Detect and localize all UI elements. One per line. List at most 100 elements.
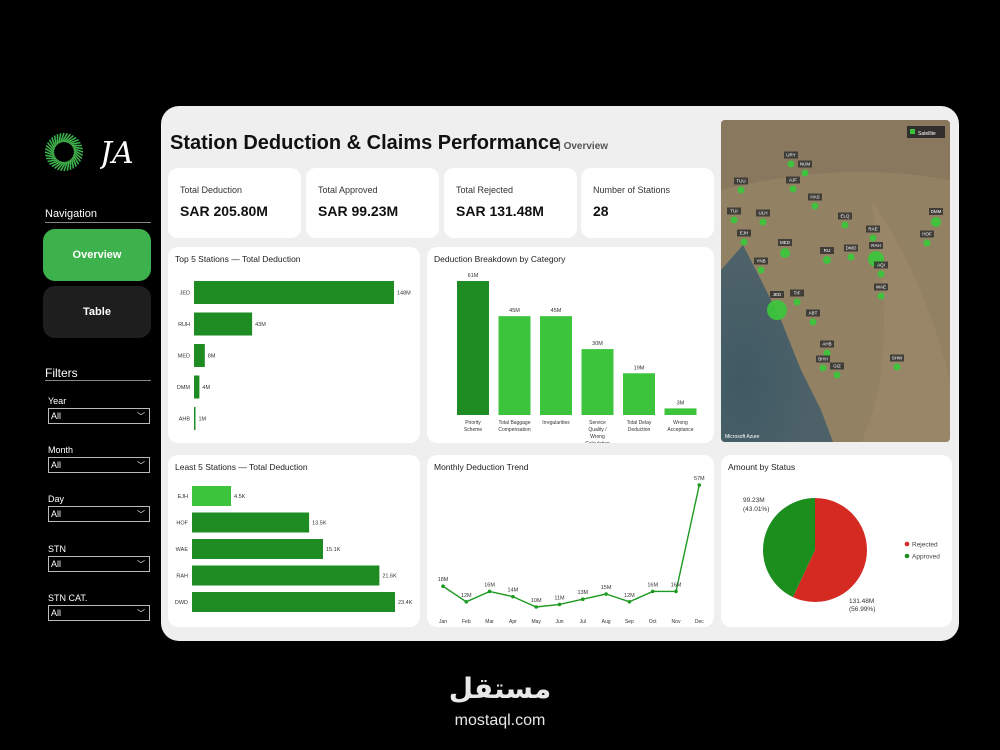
filter-day-value: All (51, 509, 62, 519)
x-tick-label: May (531, 619, 541, 625)
bar-value-label: 3M (677, 400, 685, 406)
x-tick-label: Sep (625, 619, 634, 625)
pie-pct-label: (56.99%) (849, 606, 875, 613)
station-label: EJH (740, 231, 749, 236)
logo-ray (59, 132, 65, 143)
station-label-box (920, 230, 934, 238)
navigation-title: Navigation (45, 208, 97, 220)
filter-month-value: All (51, 460, 62, 470)
station-label-box (770, 291, 784, 298)
chart-title: Monthly Deduction Trend (434, 462, 529, 472)
filter-stn: STN All ﹀ (48, 544, 150, 572)
logo-ray (73, 147, 84, 153)
monthly-trend-chart: 18M Jan 12M Feb 16M Mar 14M Apr 10M May 11M Jun 13M J… (438, 476, 705, 625)
station-marker (869, 234, 877, 242)
station-map[interactable]: Satellite URY TUU NUM AJF HAS TUI ULH ELQ EJH RAE… (721, 120, 950, 442)
map-stations-layer: URY TUU NUM AJF HAS TUI ULH ELQ EJH RAE HOF DMM MED R… (727, 151, 943, 379)
x-tick-label: Jan (439, 619, 447, 625)
station-label-box (784, 151, 798, 159)
point-value-label: 18M (438, 577, 449, 583)
kpi-value: SAR 205.80M (180, 203, 268, 219)
map-legend-box[interactable] (907, 126, 945, 138)
logo-ray (61, 132, 69, 143)
filter-stn-cat-select[interactable]: All ﹀ (48, 605, 150, 621)
station-label-box (734, 177, 748, 185)
station-label-box (844, 244, 858, 252)
bar (194, 375, 200, 399)
category-breakdown-card: Deduction Breakdown by Category 61M Prior… (427, 247, 714, 443)
kpi-value: SAR 131.48M (456, 203, 544, 219)
filter-year-select[interactable]: All ﹀ (48, 408, 150, 424)
chevron-down-icon: ﹀ (137, 559, 145, 569)
line-point (604, 592, 608, 596)
bar-category-label: HOF (176, 521, 188, 527)
map-legend-label: Satellite (918, 131, 936, 137)
point-value-label: 14M (508, 588, 519, 594)
station-label: SHW (892, 356, 903, 361)
logo-ray (70, 158, 75, 169)
logo-ray (45, 144, 55, 153)
filter-stn-value: All (51, 559, 62, 569)
station-label-box (874, 261, 888, 269)
station-label-box (869, 242, 883, 249)
point-value-label: 15M (601, 585, 612, 591)
kpi-card-total-deduction: Total Deduction SAR 205.80M (168, 168, 301, 238)
watermark-latin: mostaql.com (454, 712, 546, 729)
logo-ray (51, 137, 57, 148)
station-label: HAS (810, 195, 819, 200)
point-value-label: 16M (484, 582, 495, 588)
station-marker (833, 371, 841, 379)
logo-ray (48, 139, 56, 149)
pie-slice (792, 498, 867, 602)
station-label: RAH (871, 243, 881, 248)
brand-ring-logo (44, 132, 84, 172)
x-tick-label: Jul (580, 619, 586, 625)
station-label: TIF (794, 291, 801, 296)
station-label: MED (780, 240, 791, 245)
filter-day-select[interactable]: All ﹀ (48, 506, 150, 522)
logo-ray (59, 161, 67, 172)
chevron-down-icon: ﹀ (137, 460, 145, 470)
bar-value-label: 45M (509, 308, 520, 314)
chevron-down-icon: ﹀ (137, 509, 145, 519)
x-tick-label: Apr (509, 619, 517, 625)
pie-slice (763, 498, 815, 598)
bar (498, 316, 531, 415)
red-sea (721, 245, 833, 442)
filters-divider (45, 380, 151, 381)
station-label-box (756, 209, 770, 217)
station-marker (841, 221, 849, 229)
bar (540, 316, 572, 415)
kpi-label: Total Deduction (180, 185, 243, 195)
filter-month-select[interactable]: All ﹀ (48, 457, 150, 473)
station-marker (809, 318, 817, 326)
nav-overview-button[interactable]: Overview (43, 229, 151, 281)
line-point (627, 600, 632, 604)
station-label-box (754, 257, 768, 265)
filter-stn-select[interactable]: All ﹀ (48, 556, 150, 572)
station-label: URY (786, 153, 795, 158)
kpi-value: SAR 99.23M (318, 203, 399, 219)
x-tick-label: Aug (602, 619, 611, 625)
logo-ray (71, 156, 77, 167)
bar-value-label: 19M (634, 365, 645, 371)
bar-value-label: 8M (208, 354, 216, 360)
bar-category-label: DWD (175, 600, 188, 606)
legend-dot (904, 553, 910, 559)
logo-ray (49, 159, 60, 165)
station-marker (877, 270, 885, 278)
map-canvas[interactable]: Satellite URY TUU NUM AJF HAS TUI ULH ELQ EJH RAE… (721, 120, 950, 442)
filter-month: Month All ﹀ (48, 445, 150, 473)
nav-table-button[interactable]: Table (43, 286, 151, 338)
line-point (511, 594, 515, 599)
kpi-label: Total Approved (318, 185, 378, 195)
station-label-box (727, 207, 741, 215)
station-marker (787, 160, 795, 168)
x-tick-label: Feb (462, 619, 471, 625)
station-label-box (820, 247, 834, 254)
kpi-card-number-of-stations: Number of Stations 28 (581, 168, 714, 238)
page-title: Station Deduction & Claims Performance (170, 132, 561, 154)
point-value-label: 11M (554, 595, 565, 601)
station-marker (847, 253, 855, 261)
